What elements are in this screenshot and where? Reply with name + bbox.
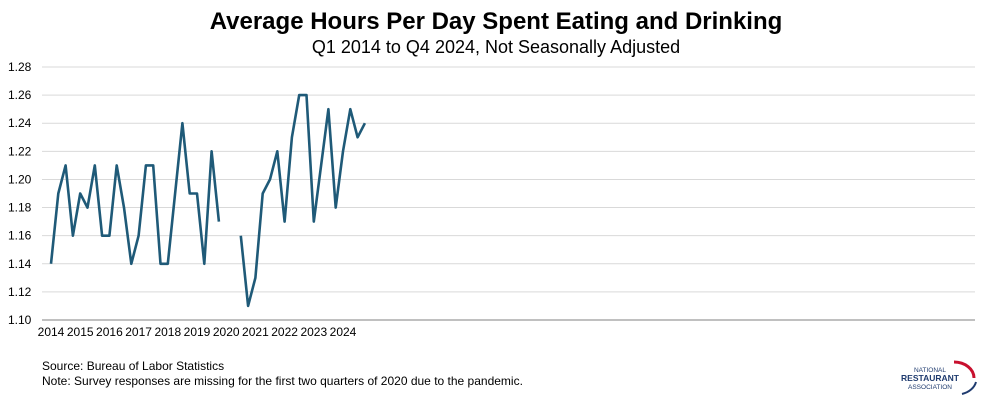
logo-line-1: NATIONAL <box>914 367 946 374</box>
x-tick-label: 2018 <box>154 325 181 339</box>
x-tick-label: 2023 <box>300 325 327 339</box>
missing-data-note: Note: Survey responses are missing for t… <box>42 374 523 388</box>
x-tick-label: 2019 <box>184 325 211 339</box>
y-tick-label: 1.18 <box>8 201 32 215</box>
logo-line-2: RESTAURANT <box>901 373 960 383</box>
y-tick-label: 1.26 <box>8 88 32 102</box>
y-tick-label: 1.16 <box>8 229 32 243</box>
y-tick-label: 1.28 <box>8 60 32 74</box>
x-tick-label: 2020 <box>213 325 240 339</box>
x-tick-label: 2016 <box>96 325 123 339</box>
nra-logo: NATIONAL RESTAURANT ASSOCIATION <box>901 360 977 395</box>
logo-line-3: ASSOCIATION <box>908 384 952 391</box>
y-tick-label: 1.14 <box>8 257 32 271</box>
x-tick-label: 2015 <box>67 325 94 339</box>
series-line-segment <box>49 121 221 266</box>
x-tick-label: 2024 <box>330 325 357 339</box>
x-tick-label: 2021 <box>242 325 269 339</box>
source-note: Source: Bureau of Labor Statistics <box>42 359 225 373</box>
y-tick-label: 1.10 <box>8 313 32 327</box>
x-tick-label: 2022 <box>271 325 298 339</box>
chart-title: Average Hours Per Day Spent Eating and D… <box>209 8 783 35</box>
x-tick-label: 2014 <box>38 325 65 339</box>
x-tick-label: 2017 <box>125 325 152 339</box>
series-line-segment <box>239 93 367 308</box>
chart-subtitle: Q1 2014 to Q4 2024, Not Seasonally Adjus… <box>311 37 681 57</box>
y-tick-label: 1.24 <box>8 116 32 130</box>
y-tick-label: 1.12 <box>8 285 32 299</box>
y-tick-label: 1.20 <box>8 172 32 186</box>
y-tick-label: 1.22 <box>8 144 32 158</box>
